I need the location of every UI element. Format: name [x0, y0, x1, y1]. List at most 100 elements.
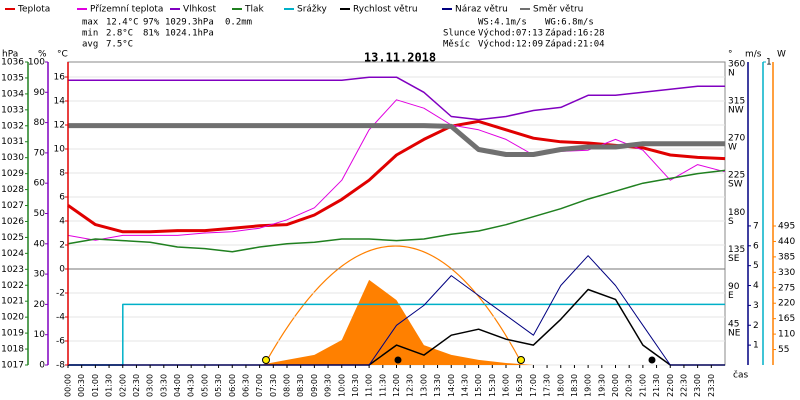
x-tick-label: 03:00: [146, 374, 155, 397]
axis-title: W: [777, 50, 786, 60]
y-tick-label: 16: [54, 73, 66, 83]
info: Východ:12:09: [478, 40, 543, 50]
x-tick-label: 09:00: [310, 374, 319, 397]
compass-label: E: [728, 291, 734, 301]
x-tick-label: 18:00: [556, 374, 565, 397]
y-tick-label: 45: [728, 319, 739, 329]
y-tick-label: 165: [778, 314, 795, 324]
y-tick-label: -8: [56, 361, 65, 371]
y-tick-label: -2: [56, 289, 65, 299]
y-tick-label: 1020: [1, 313, 24, 323]
y-tick-label: 1028: [1, 185, 24, 195]
y-tick-label: 1025: [1, 233, 24, 243]
y-tick-label: 90: [34, 88, 46, 98]
x-tick-label: 15:30: [488, 374, 497, 397]
x-tick-label: 07:00: [255, 374, 264, 397]
x-tick-label: 13:30: [433, 374, 442, 397]
x-tick-label: 02:00: [118, 374, 127, 397]
axis-title: °: [728, 50, 733, 60]
y-tick-label: 1018: [1, 345, 24, 355]
stat: 2.8°C: [106, 29, 133, 39]
x-tick-label: 21:30: [652, 374, 661, 397]
y-tick-label: 1029: [1, 169, 24, 179]
y-tick-label: 1027: [1, 201, 24, 211]
y-tick-label: 1032: [1, 121, 24, 131]
y-tick-label: 275: [778, 283, 795, 293]
x-tick-label: 01:30: [105, 374, 114, 397]
y-tick-label: 4: [59, 217, 65, 227]
series-line: [68, 123, 725, 157]
axis-title: °C: [57, 50, 68, 60]
y-tick-label: 270: [728, 134, 745, 144]
x-tick-label: 21:00: [638, 374, 647, 397]
x-tick-label: 16:30: [515, 374, 524, 397]
x-tick-label: 20:30: [625, 374, 634, 397]
stat: 97%: [143, 18, 160, 28]
compass-label: SE: [728, 254, 740, 264]
x-tick-label: 11:00: [365, 374, 374, 397]
y-tick-label: 10: [54, 145, 66, 155]
compass-label: S: [728, 217, 734, 227]
y-tick-label: 40: [34, 239, 46, 249]
info: Měsíc: [443, 40, 470, 50]
y-tick-label: -4: [56, 313, 65, 323]
x-tick-label: 06:30: [241, 374, 250, 397]
y-tick-label: 1017: [1, 361, 24, 371]
x-tick-label: 02:30: [132, 374, 141, 397]
y-tick-label: 135: [728, 245, 745, 255]
x-tick-label: 11:30: [378, 374, 387, 397]
compass-label: W: [728, 143, 737, 153]
x-tick-label: 01:00: [91, 374, 100, 397]
x-tick-label: 13:00: [419, 374, 428, 397]
x-tick-label: 10:00: [337, 374, 346, 397]
legend-label: Směr větru: [533, 5, 583, 15]
legend-label: Náraz větru: [455, 5, 508, 15]
x-tick-label: 16:00: [502, 374, 511, 397]
stat: 1024.1hPa: [165, 29, 214, 39]
x-tick-label: 07:30: [269, 374, 278, 397]
y-tick-label: 1: [766, 58, 772, 68]
x-tick-label: 18:30: [570, 374, 579, 397]
plot: [67, 76, 726, 366]
y-tick-label: 1034: [1, 89, 24, 99]
x-tick-label: 23:00: [693, 374, 702, 397]
stat: 81%: [143, 29, 160, 39]
y-tick-label: 5: [753, 261, 759, 271]
y-tick-label: 225: [728, 171, 745, 181]
y-tick-label: 6: [59, 193, 65, 203]
y-tick-label: 1026: [1, 217, 24, 227]
y-tick-label: 2: [753, 321, 759, 331]
y-tick-label: 360: [728, 59, 745, 69]
y-tick-label: 30: [34, 270, 46, 280]
y-tick-label: 0: [59, 265, 65, 275]
x-tick-label: 15:00: [474, 374, 483, 397]
series-line: [67, 169, 726, 253]
y-tick-label: 12: [54, 121, 65, 131]
x-tick-label: 17:30: [543, 374, 552, 397]
x-tick-label: 03:30: [159, 374, 168, 397]
y-tick-label: 3: [753, 301, 759, 311]
stat: max: [82, 18, 99, 28]
y-tick-label: 1033: [1, 105, 24, 115]
y-tick-label: 440: [778, 237, 795, 247]
y-tick-label: 495: [778, 221, 795, 231]
x-tick-label: 09:30: [324, 374, 333, 397]
stat: avg: [82, 40, 98, 50]
x-tick-label: 08:30: [296, 374, 305, 397]
y-tick-label: 315: [728, 96, 745, 106]
stat: min: [82, 29, 98, 39]
x-tick-label: 10:30: [351, 374, 360, 397]
x-tick-label: 19:00: [584, 374, 593, 397]
y-tick-label: 90: [728, 282, 740, 292]
compass-label: NW: [728, 105, 744, 115]
y-tick-label: 1: [753, 341, 759, 351]
legend-label: Srážky: [297, 5, 328, 15]
info: Západ:21:04: [545, 40, 605, 50]
info: Východ:07:13: [478, 29, 543, 39]
y-tick-label: 1019: [1, 329, 24, 339]
moonset-dot: [648, 356, 656, 364]
y-tick-label: 70: [34, 148, 46, 158]
info: WS:4.1m/s: [478, 18, 527, 28]
x-tick-label: 20:00: [611, 374, 620, 397]
